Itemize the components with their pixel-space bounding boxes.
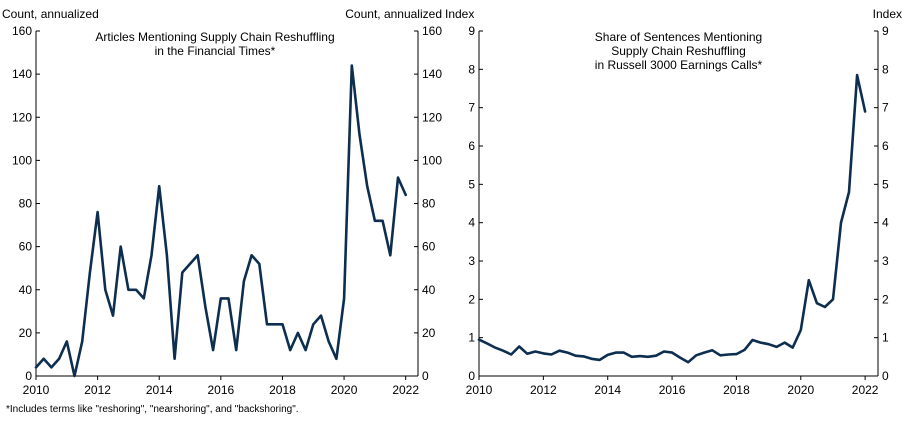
ft-ytick-label-left: 20 [19, 326, 33, 340]
calls-xtick-label: 2010 [466, 383, 493, 397]
calls-xtick-label: 2020 [787, 383, 814, 397]
calls-ytick-label-left: 3 [468, 254, 475, 268]
calls-ytick-label-right: 9 [882, 24, 889, 38]
calls-ytick-label-right: 2 [882, 292, 889, 306]
ft-xtick-label: 2018 [269, 383, 296, 397]
calls-ytick-label-right: 5 [882, 177, 889, 191]
ft-ytick-label-right: 120 [422, 110, 442, 124]
calls-title-line-3: in Russell 3000 Earnings Calls* [595, 58, 763, 72]
calls-ytick-label-right: 8 [882, 62, 889, 76]
calls-ytick-label-right: 6 [882, 139, 889, 153]
ft-series-line [34, 64, 408, 378]
ft-xtick-label: 2016 [207, 383, 234, 397]
calls-ytick-label-left: 6 [468, 139, 475, 153]
earnings-calls-chart: 0 0 1 1 2 2 3 3 4 4 5 5 6 6 7 7 8 8 9 9 2010 2012 2014 2016 2018… [445, 7, 902, 397]
calls-ytick-label-left: 9 [468, 24, 475, 38]
ft-xtick-label: 2010 [23, 383, 50, 397]
calls-ytick-label-left: 1 [468, 331, 475, 345]
ft-ytick-label-right: 60 [422, 240, 436, 254]
ft-xtick-label: 2022 [392, 383, 419, 397]
ft-ytick-label-left: 40 [19, 283, 33, 297]
calls-ytick-label-left: 8 [468, 62, 475, 76]
calls-ytick-label-right: 4 [882, 216, 889, 230]
calls-xtick-label: 2014 [594, 383, 621, 397]
ft-xtick-label: 2012 [84, 383, 111, 397]
calls-ytick-label-left: 4 [468, 216, 475, 230]
ft-ytick-label-right: 40 [422, 283, 436, 297]
ft-ytick-label-right: 80 [422, 197, 436, 211]
calls-ytick-label-right: 7 [882, 101, 889, 115]
calls-xtick-label: 2018 [723, 383, 750, 397]
ft-ytick-label-left: 160 [12, 24, 32, 38]
ft-ytick-label-right: 140 [422, 67, 442, 81]
ft-ytick-label-right: 100 [422, 153, 442, 167]
ft-ytick-label-right: 20 [422, 326, 436, 340]
ft-title-line-2: in the Financial Times* [155, 44, 276, 58]
ft-ytick-label-right: 160 [422, 24, 442, 38]
ft-xtick-label: 2014 [146, 383, 173, 397]
calls-ytick-label-left: 0 [468, 369, 475, 383]
calls-ytick-label-left: 5 [468, 177, 475, 191]
calls-series-line [477, 73, 867, 364]
calls-ytick-label-right: 1 [882, 331, 889, 345]
ft-ylabel-left: Count, annualized [2, 7, 99, 21]
ft-ytick-label-left: 80 [19, 197, 33, 211]
ft-ytick-label-right: 0 [422, 369, 429, 383]
ft-ytick-label-left: 0 [25, 369, 32, 383]
calls-ytick-label-right: 3 [882, 254, 889, 268]
calls-ylabel-right: Index [873, 7, 902, 21]
ft-ytick-label-left: 100 [12, 153, 32, 167]
ft-ytick-label-left: 60 [19, 240, 33, 254]
ft-ytick-label-left: 120 [12, 110, 32, 124]
calls-ylabel-left: Index [445, 7, 474, 21]
calls-ytick-label-left: 2 [468, 292, 475, 306]
calls-ytick-label-left: 7 [468, 101, 475, 115]
footnote: *Includes terms like "reshoring", "nears… [6, 404, 299, 415]
calls-title-line-1: Share of Sentences Mentioning [595, 30, 762, 44]
ft-xtick-label: 2020 [331, 383, 358, 397]
calls-title-line-2: Supply Chain Reshuffling [611, 44, 746, 58]
calls-xtick-label: 2016 [659, 383, 686, 397]
calls-xtick-label: 2022 [852, 383, 879, 397]
ft-ylabel-right: Count, annualized [345, 7, 442, 21]
calls-xtick-label: 2012 [530, 383, 557, 397]
ft-ytick-label-left: 140 [12, 67, 32, 81]
ft-title-line-1: Articles Mentioning Supply Chain Reshuff… [95, 30, 334, 44]
calls-ytick-label-right: 0 [882, 369, 889, 383]
